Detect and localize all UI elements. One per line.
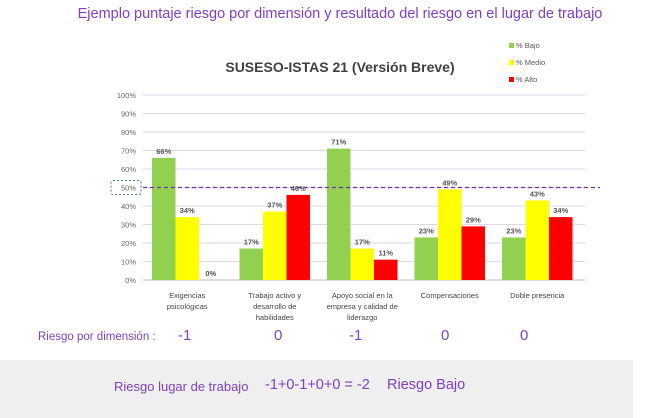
bar-medio [350, 248, 374, 280]
risk-value: 0 [520, 327, 529, 344]
data-label: 34% [180, 206, 195, 215]
legend-swatch [509, 60, 514, 65]
category-label: habilidades [256, 313, 294, 322]
risk-value: 0 [274, 327, 283, 344]
bar-bajo [239, 248, 263, 280]
bar-alto [374, 259, 398, 280]
y-tick-label: 70% [121, 147, 136, 156]
data-label: 11% [378, 249, 393, 258]
risk-value: -1 [349, 327, 363, 344]
bar-bajo [152, 157, 176, 280]
category-label: psicológicas [167, 302, 208, 311]
data-label: 46% [291, 184, 306, 193]
legend-label: % Alto [516, 75, 537, 84]
legend-swatch [509, 77, 514, 82]
category-label: Exigencias [169, 291, 206, 300]
data-label: 71% [331, 138, 346, 147]
category-label: liderazgo [347, 313, 377, 322]
data-label: 0% [205, 269, 216, 278]
summary-result: Riesgo Bajo [387, 377, 466, 393]
bar-bajo [414, 237, 438, 280]
y-tick-label: 80% [121, 128, 136, 137]
bar-medio [175, 217, 199, 280]
data-label: 17% [355, 238, 370, 247]
data-label: 49% [442, 178, 457, 187]
summary-formula: -1+0-1+0+0 = -2 [265, 377, 370, 393]
bar-alto [549, 217, 573, 280]
summary-band: Riesgo lugar de trabajo -1+0-1+0+0 = -2 … [0, 360, 633, 418]
y-tick-label: 60% [121, 165, 136, 174]
risk-value: 0 [441, 327, 450, 344]
data-label: 29% [466, 215, 481, 224]
category-label: Apoyo social en la [332, 291, 394, 300]
page-heading: Ejemplo puntaje riesgo por dimensión y r… [77, 6, 603, 22]
category-label: Trabajo activo y [248, 291, 301, 300]
y-tick-label: 50% [121, 184, 136, 193]
category-label: Compensaciones [421, 291, 479, 300]
y-tick-label: 10% [121, 258, 136, 267]
data-label: 17% [244, 238, 259, 247]
risk-row-label: Riesgo por dimensión : [38, 331, 156, 343]
y-tick-label: 40% [121, 202, 136, 211]
category-label: Doble presencia [510, 291, 565, 300]
summary-label: Riesgo lugar de trabajo [114, 379, 249, 394]
y-tick-label: 30% [121, 221, 136, 230]
y-tick-label: 100% [117, 91, 137, 100]
bar-bajo [327, 148, 351, 280]
bar-medio [525, 200, 549, 280]
category-label: empresa y calidad de [327, 302, 398, 311]
legend-swatch [509, 43, 514, 48]
bar-chart: SUSESO-ISTAS 21 (Versión Breve) 0% 10% 20% 3… [110, 41, 600, 322]
data-label: 37% [267, 201, 282, 210]
bar-bajo [502, 237, 526, 280]
y-tick-label: 0% [125, 276, 136, 285]
category-label: desarrollo de [253, 302, 296, 311]
risk-row: Riesgo por dimensión : -1 0 -1 0 0 [0, 327, 650, 349]
bar-alto [461, 226, 485, 280]
bar-alto [286, 194, 310, 280]
chart-title: SUSESO-ISTAS 21 (Versión Breve) [225, 59, 454, 75]
legend-label: % Medio [516, 58, 545, 67]
data-label: 23% [506, 226, 521, 235]
y-tick-label: 90% [121, 110, 136, 119]
data-label: 23% [419, 226, 434, 235]
bar-medio [263, 211, 287, 280]
data-label: 34% [553, 206, 568, 215]
legend-label: % Bajo [516, 41, 540, 50]
data-label: 66% [156, 147, 171, 156]
reference-highlight-box [110, 180, 142, 195]
bar-medio [438, 189, 462, 280]
y-tick-label: 20% [121, 239, 136, 248]
risk-value: -1 [178, 327, 192, 344]
data-label: 43% [530, 189, 545, 198]
